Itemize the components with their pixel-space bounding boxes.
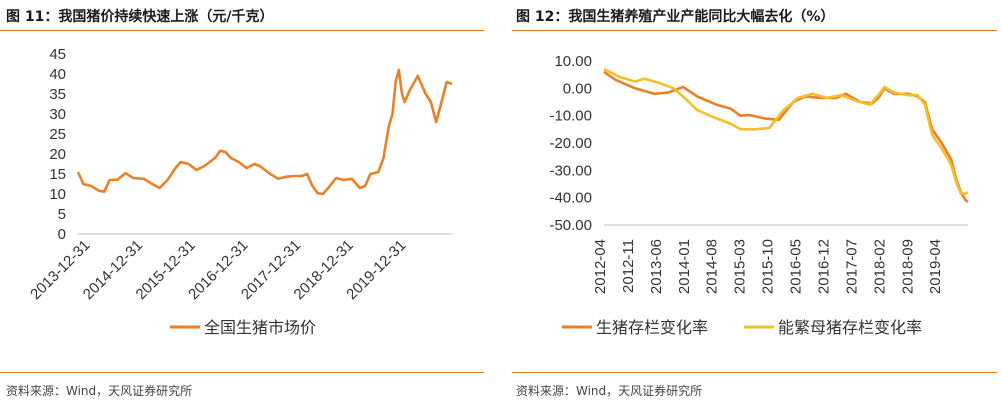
y-tick-label: 10.00 <box>554 53 592 70</box>
y-tick-label: 15 <box>49 166 66 183</box>
y-tick-label: 30 <box>49 106 66 123</box>
series-line-1 <box>76 68 453 196</box>
x-tick-label: 2018-09 <box>899 239 916 294</box>
figure-12-panel: 图 12：我国生猪养殖产业产能同比大幅去化（%） 10.00 0.00 -10.00… <box>512 0 1001 404</box>
y-tick-label: 45 <box>49 46 66 63</box>
x-tick-label: 2014-08 <box>704 239 721 294</box>
figure-11-panel: 图 11：我国猪价持续快速上涨（元/千克） 0 5 10 15 20 25 30 35 40 45… <box>0 0 488 404</box>
x-tick-label: 2015-03 <box>732 239 749 294</box>
series-line-1 <box>603 70 969 203</box>
legend-label: 能繁母猪存栏变化率 <box>778 319 922 337</box>
figure-12-source: 资料来源：Wind，天风证券研究所 <box>516 384 703 398</box>
figure-11-title: 图 11：我国猪价持续快速上涨（元/千克） <box>6 9 274 25</box>
x-tick-label: 2013-06 <box>648 239 665 294</box>
figure-12-title: 图 12：我国生猪养殖产业产能同比大幅去化（%） <box>516 9 835 25</box>
y-tick-label: -50.00 <box>549 217 592 234</box>
figure-12-chart: 10.000.00-10.00-20.00-30.00-40.00-50.002… <box>549 53 969 337</box>
y-tick-label: -10.00 <box>549 108 592 125</box>
y-tick-label: 40 <box>49 66 66 83</box>
y-tick-label: 0.00 <box>563 80 592 97</box>
figure-12-top-rule <box>512 30 997 31</box>
y-tick-label: 25 <box>49 126 66 143</box>
y-tick-label: 5 <box>58 206 66 223</box>
y-tick-label: -20.00 <box>549 135 592 152</box>
x-tick-label: 2018-02 <box>871 239 888 294</box>
x-tick-label: 2012-04 <box>592 239 609 294</box>
legend-label: 全国生猪市场价 <box>204 319 316 337</box>
x-tick-label: 2019-04 <box>927 239 944 294</box>
x-tick-label: 2016-05 <box>788 239 805 294</box>
y-tick-label: 0 <box>58 226 66 243</box>
figure-11-bottom-rule <box>0 372 484 373</box>
y-tick-label: 20 <box>49 146 66 163</box>
x-tick-label: 2017-07 <box>843 239 860 294</box>
y-tick-label: 35 <box>49 86 66 103</box>
figure-12-bottom-rule <box>512 372 997 373</box>
x-tick-label: 2016-12 <box>815 239 832 294</box>
x-tick-label: 2015-10 <box>760 239 777 294</box>
figure-11-top-rule <box>0 30 484 31</box>
legend-label: 生猪存栏变化率 <box>596 319 708 337</box>
series-line-2 <box>603 68 969 195</box>
figure-11-source: 资料来源：Wind，天风证券研究所 <box>6 384 193 398</box>
x-tick-label: 2012-11 <box>620 239 637 293</box>
y-tick-label: 10 <box>49 186 66 203</box>
y-tick-label: -40.00 <box>549 190 592 207</box>
figure-11-chart: 0510152025303540452013-12-312014-12-3120… <box>27 46 453 337</box>
y-tick-label: -30.00 <box>549 162 592 179</box>
x-tick-label: 2014-01 <box>676 239 693 294</box>
